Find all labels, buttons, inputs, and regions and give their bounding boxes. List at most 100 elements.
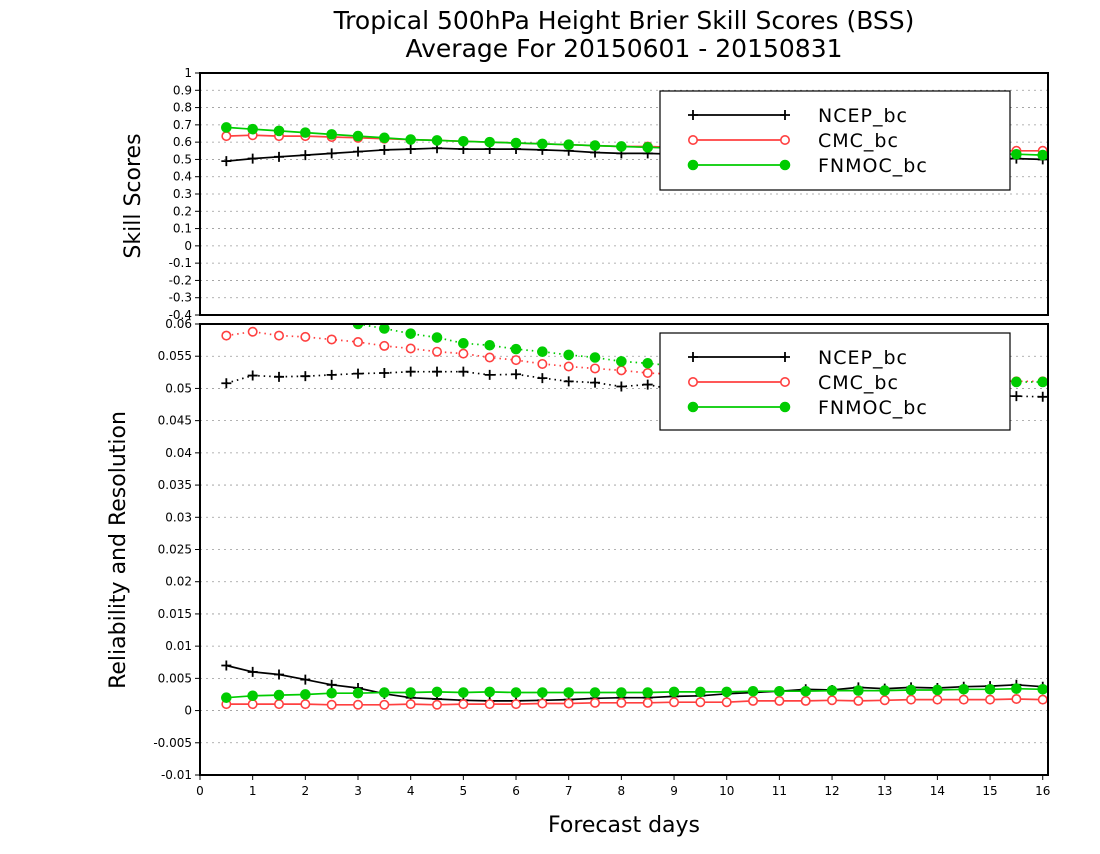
- top-y-tick-label: 1: [184, 66, 192, 80]
- bottom-series-fnmoc-bc-point: [379, 687, 390, 698]
- bottom-legend-ncep-bc-marker: [780, 352, 790, 362]
- top-series-fnmoc-bc-point: [221, 122, 232, 133]
- bottom-series-cmc-bc-point: [458, 699, 469, 710]
- top-plot-frame: [199, 72, 1049, 316]
- bottom-series-cmc-bc-point: [827, 695, 838, 706]
- bottom-legend-ncep-bc-label: NCEP_bc: [818, 347, 908, 369]
- top-y-tick-label: -0.1: [169, 256, 192, 270]
- bottom-legend-fnmoc-bc-label: FNMOC_bc: [818, 397, 928, 419]
- top-series-ncep-bc-point: [247, 153, 258, 164]
- bottom-series-cmc-bc-point: [616, 697, 627, 708]
- bottom-series-fnmoc-bc-line: [357, 324, 1043, 383]
- top-series-ncep-bc-point: [300, 150, 311, 161]
- bottom-y-tick-label: -0.01: [161, 768, 192, 782]
- bottom-series-cmc-bc-point: [748, 695, 759, 706]
- bottom-legend-cmc-bc-marker: [779, 376, 790, 387]
- bottom-series-fnmoc-bc-point: [589, 352, 601, 363]
- bottom-series-fnmoc-bc-point: [326, 687, 337, 699]
- bottom-series-ncep-bc-point: [247, 666, 258, 677]
- bottom-x-tick-label: 14: [930, 784, 945, 798]
- top-series-ncep-bc-point: [353, 146, 364, 157]
- bottom-x-tick-label: 3: [354, 784, 362, 798]
- bottom-series-cmc-bc-point: [800, 695, 811, 706]
- top-legend-cmc-bc-label: CMC_bc: [818, 130, 899, 152]
- bottom-series-fnmoc-bc-point: [563, 349, 574, 361]
- bottom-series-cmc-bc-point: [353, 699, 364, 710]
- top-series-fnmoc-bc-point: [589, 140, 601, 151]
- bottom-series-cmc-bc-point: [563, 361, 574, 372]
- bottom-series-ncep-bc-point: [642, 379, 653, 390]
- bottom-legend-cmc-bc-marker: [687, 376, 698, 387]
- top-legend-fnmoc-bc-label: FNMOC_bc: [818, 155, 928, 177]
- bottom-series-cmc-bc-point: [511, 355, 522, 366]
- bottom-series-ncep-bc-point: [274, 669, 285, 680]
- bottom-series-fnmoc-bc-point: [879, 685, 891, 696]
- bottom-series-fnmoc-bc-point: [273, 689, 285, 701]
- bottom-series-fnmoc-bc-point: [642, 687, 654, 698]
- bottom-series-fnmoc-bc-point: [405, 328, 416, 339]
- bottom-series-fnmoc-bc-point: [221, 692, 232, 703]
- bottom-series-cmc-bc-point: [642, 367, 653, 378]
- bottom-legend-fnmoc-bc-marker: [779, 401, 791, 413]
- top-y-tick-label: 0.2: [173, 204, 192, 218]
- top-y-tick-label: -0.3: [169, 291, 192, 305]
- bottom-series-fnmoc-bc-point: [642, 358, 654, 369]
- bottom-series-fnmoc-bc-point: [1011, 683, 1022, 694]
- bottom-x-tick-label: 2: [302, 784, 310, 798]
- bottom-series-fnmoc-bc-point: [405, 687, 416, 698]
- bottom-series-ncep-bc-point: [405, 366, 416, 377]
- bottom-x-tick-label: 12: [824, 784, 839, 798]
- top-y-tick-label: 0.5: [173, 152, 192, 166]
- bottom-series-fnmoc-bc-point: [563, 687, 574, 698]
- bottom-legend-ncep-bc-marker: [688, 352, 698, 362]
- top-y-tick-label: -0.4: [169, 308, 192, 322]
- top-series-ncep-bc-point: [379, 144, 390, 155]
- top-series-fnmoc-bc-point: [326, 129, 337, 140]
- bottom-series-cmc-bc-point: [511, 699, 522, 710]
- bottom-panel: 0.060.0550.050.0450.040.0350.030.0250.02…: [153, 317, 1050, 798]
- top-y-tick-label: -0.2: [169, 273, 192, 287]
- bottom-series-fnmoc-bc-point: [300, 689, 311, 700]
- bottom-x-tick-label: 8: [618, 784, 626, 798]
- bottom-x-tick-label: 15: [982, 784, 997, 798]
- top-legend-cmc-bc-marker: [779, 135, 790, 146]
- bottom-series-fnmoc-bc-point: [458, 687, 469, 698]
- bottom-x-tick-label: 10: [719, 784, 734, 798]
- bottom-series-cmc-bc-point: [958, 694, 969, 705]
- top-series-fnmoc-bc-point: [642, 142, 654, 153]
- bottom-series-cmc-bc-point: [326, 699, 337, 710]
- top-series-fnmoc-bc-point: [431, 135, 443, 146]
- bottom-series-cmc-bc-point: [906, 694, 917, 705]
- top-y-tick-label: 0.6: [173, 135, 192, 149]
- top-y-tick-label: 0.1: [173, 222, 192, 236]
- top-series-ncep-bc-point: [405, 144, 416, 155]
- bottom-series-cmc-bc-point: [458, 348, 469, 359]
- bottom-series-cmc-bc-point: [590, 697, 601, 708]
- bottom-series-ncep-bc-point: [300, 674, 311, 685]
- bottom-series-cmc-bc-point: [326, 334, 337, 345]
- bottom-y-tick-label: 0.01: [165, 639, 192, 653]
- bottom-series-ncep-bc-point: [379, 367, 390, 378]
- bottom-series-cmc-bc-point: [484, 699, 495, 710]
- bottom-series-cmc-bc-point: [932, 694, 943, 705]
- top-series-fnmoc-bc-point: [458, 135, 469, 147]
- bottom-legend: NCEP_bc CMC_bc FNMOC_bc: [659, 332, 1011, 431]
- bottom-series-cmc-bc-point: [537, 358, 548, 369]
- bottom-series-ncep-bc-point: [616, 381, 627, 392]
- bottom-series-fnmoc-bc-point: [668, 686, 680, 698]
- bottom-series-cmc-bc-point: [247, 699, 258, 710]
- bottom-y-tick-label: 0.06: [165, 317, 192, 331]
- chart-subtitle: Average For 20150601 - 20150831: [405, 34, 842, 63]
- bottom-series-cmc-bc-line: [226, 698, 1043, 706]
- bottom-series-cmc-bc-point: [616, 365, 627, 376]
- bottom-series-fnmoc-bc-point: [247, 690, 258, 702]
- bottom-series-ncep-bc-point: [326, 369, 337, 380]
- top-series-fnmoc-bc-point: [616, 141, 627, 152]
- top-legend-fnmoc-bc-marker: [779, 159, 791, 171]
- bottom-series-cmc-bc-point: [537, 698, 548, 709]
- bottom-series-cmc-bc-point: [774, 695, 785, 706]
- bottom-series-fnmoc-bc-point: [484, 339, 495, 351]
- top-legend-ncep-bc-marker: [688, 110, 698, 120]
- bottom-x-tick-label: 6: [512, 784, 520, 798]
- bottom-series-cmc-bc-point: [484, 352, 495, 363]
